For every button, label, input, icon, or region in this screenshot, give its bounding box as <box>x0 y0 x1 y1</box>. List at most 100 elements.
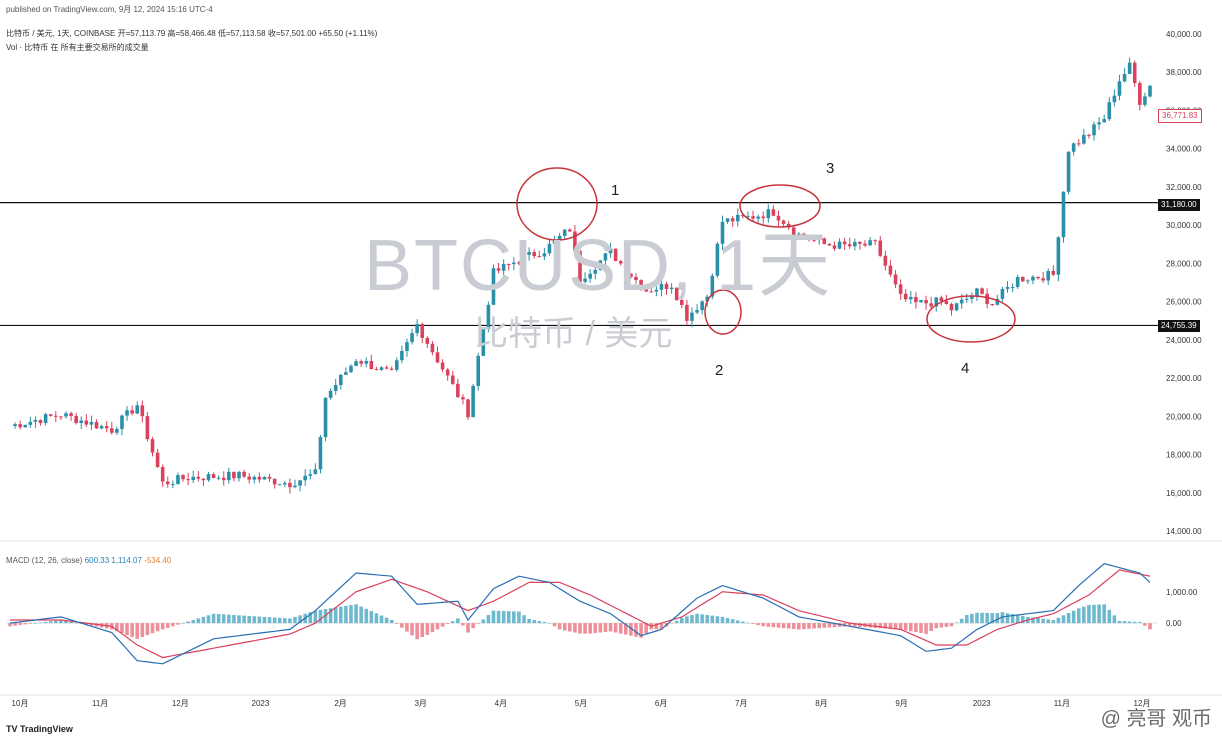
candle-body <box>720 221 725 244</box>
macd-hist-value: -534.40 <box>144 556 172 565</box>
candle-body <box>1031 276 1035 281</box>
macd-histogram-bar <box>618 623 623 634</box>
macd-histogram-bar <box>791 623 796 629</box>
candle-body <box>944 301 949 304</box>
candle-body <box>277 484 282 486</box>
macd-histogram-bar <box>33 623 38 624</box>
y-tick-label: 20,000.00 <box>1166 412 1202 421</box>
candle-body <box>450 375 455 384</box>
macd-histogram-bar <box>1092 604 1096 624</box>
macd-histogram-bar <box>1041 618 1045 624</box>
macd-histogram-bar <box>573 623 577 633</box>
candle-body <box>206 474 211 481</box>
annotation-circle-4 <box>926 295 1016 343</box>
macd-histogram-bar <box>18 623 22 626</box>
macd-histogram-bar <box>1112 615 1117 624</box>
candle-body <box>649 291 654 293</box>
candle-body <box>751 216 755 219</box>
candle-body <box>171 484 175 486</box>
macd-histogram-bar <box>613 623 618 633</box>
x-tick-label: 4月 <box>495 699 507 708</box>
candle-body <box>359 361 363 364</box>
candle-body <box>659 283 664 290</box>
x-tick-label: 2月 <box>334 699 346 708</box>
macd-histogram-bar <box>695 613 699 624</box>
macd-histogram-bar <box>181 623 185 624</box>
candle-body <box>344 372 348 375</box>
candle-body <box>1127 62 1132 74</box>
macd-histogram-bar <box>400 623 404 628</box>
macd-histogram-bar <box>522 615 526 624</box>
candle-body <box>807 237 811 240</box>
candle-body <box>959 299 964 304</box>
macd-histogram-bar <box>1005 613 1010 624</box>
annotation-circle-1 <box>516 167 598 241</box>
candle-body <box>328 390 333 398</box>
candle-body <box>150 439 155 453</box>
macd-histogram-bar <box>328 608 333 624</box>
candle-body <box>221 477 226 481</box>
macd-histogram-bar <box>517 611 521 624</box>
candle-body <box>522 254 526 264</box>
candle-body <box>593 269 598 274</box>
candle-body <box>817 238 821 241</box>
macd-histogram-bar <box>415 623 419 640</box>
macd-histogram-bar <box>832 623 837 628</box>
macd-histogram-bar <box>486 614 491 624</box>
candle-body <box>38 420 43 424</box>
macd-histogram-bar <box>949 623 954 627</box>
candle-body <box>893 274 898 285</box>
macd-histogram-bar <box>425 623 430 635</box>
macd-histogram-bar <box>970 613 974 624</box>
macd-histogram-bar <box>985 612 989 624</box>
candle-body <box>634 276 638 281</box>
macd-histogram-bar <box>1015 614 1020 624</box>
candle-body <box>746 216 750 218</box>
candle-body <box>54 415 58 417</box>
candle-body <box>354 361 358 366</box>
candle-body <box>629 273 633 277</box>
candle-body <box>914 296 918 303</box>
y-tick-label: 22,000.00 <box>1166 374 1202 383</box>
candle-body <box>613 248 618 262</box>
macd-histogram-bar <box>420 623 425 638</box>
x-tick-label: 5月 <box>575 699 587 708</box>
macd-histogram-bar <box>288 618 292 624</box>
candle-body <box>196 476 201 479</box>
candle-body <box>1005 287 1010 289</box>
macd-histogram-bar <box>191 620 196 624</box>
macd-label: MACD (12, 26, close) <box>6 556 83 565</box>
macd-histogram-bar <box>1097 604 1101 624</box>
support-price-badge: 24,755.39 <box>1158 320 1200 332</box>
x-tick-label: 8月 <box>815 699 827 708</box>
macd-histogram-bar <box>1046 619 1051 624</box>
x-tick-label: 7月 <box>735 699 747 708</box>
y-tick-label: 24,000.00 <box>1166 336 1202 345</box>
candle-body <box>598 260 603 270</box>
candle-body <box>339 374 343 386</box>
candle-body <box>155 452 160 468</box>
candle-body <box>517 262 521 264</box>
candle-body <box>542 253 547 257</box>
macd-histogram-bar <box>64 620 68 624</box>
macd-histogram-bar <box>501 610 506 624</box>
macd-histogram-bar <box>720 616 725 624</box>
macd-histogram-bar <box>227 614 231 624</box>
macd-histogram-bar <box>1010 614 1015 624</box>
candle-body <box>1076 143 1081 145</box>
macd-histogram-bar <box>430 623 435 633</box>
candle-body <box>608 248 613 254</box>
candle-body <box>430 343 435 353</box>
macd-histogram-bar <box>38 622 43 624</box>
candle-body <box>919 299 923 303</box>
macd-histogram-bar <box>130 623 134 637</box>
macd-histogram-bar <box>333 607 338 624</box>
macd-histogram-bar <box>893 623 898 630</box>
macd-histogram-bar <box>389 620 394 624</box>
candle-body <box>288 482 292 488</box>
macd-histogram-bar <box>28 623 33 624</box>
candle-body <box>349 365 353 373</box>
candle-body <box>568 229 572 232</box>
candle-body <box>18 424 22 428</box>
